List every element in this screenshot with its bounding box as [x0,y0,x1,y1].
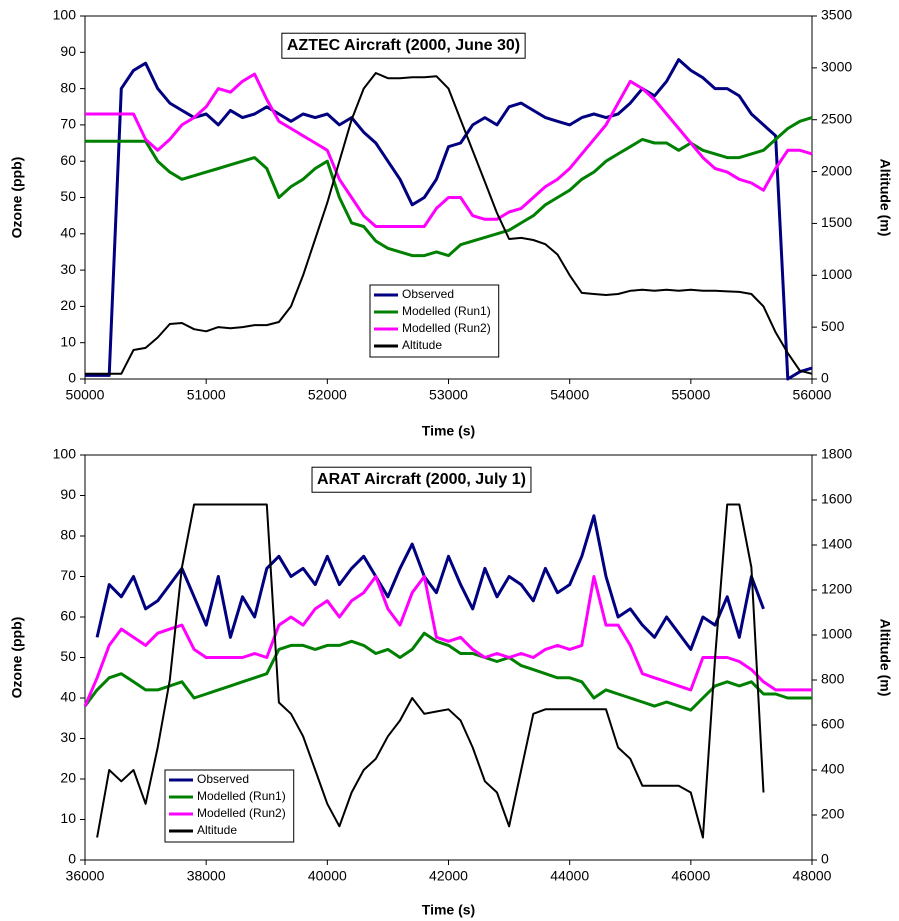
chart-title: AZTEC Aircraft (2000, June 30) [287,37,520,54]
y-tick-label: 40 [60,225,76,241]
x-tick-label: 54000 [550,387,589,403]
y2-axis-label: Altitude (m) [877,159,893,237]
y2-tick-label: 1500 [821,214,852,230]
y-tick-label: 60 [60,608,76,624]
y-tick-label: 50 [60,648,76,664]
y2-tick-label: 800 [821,671,845,687]
y2-tick-label: 2500 [821,110,852,126]
x-tick-label: 56000 [793,387,832,403]
y-tick-label: 30 [60,261,76,277]
y-tick-label: 10 [60,810,76,826]
y-tick-label: 40 [60,689,76,705]
y-tick-label: 70 [60,116,76,132]
y-tick-label: 20 [60,297,76,313]
y2-tick-label: 600 [821,716,845,732]
x-tick-label: 55000 [671,387,710,403]
y-tick-label: 0 [68,370,76,386]
x-tick-label: 42000 [429,868,468,884]
y-tick-label: 0 [68,851,76,867]
series-line [85,116,813,258]
legend-label: Observed [197,772,249,786]
title-box [311,466,532,493]
series-line [85,72,813,228]
series-line [83,631,812,712]
y-tick-label: 50 [60,188,76,204]
y2-tick-label: 1400 [821,536,852,552]
y2-tick-label: 0 [821,851,829,867]
x-axis-label: Time (s) [422,902,475,918]
y2-tick-label: 400 [821,761,845,777]
y-tick-label: 60 [60,152,76,168]
y2-tick-label: 3500 [821,7,852,23]
series-line [85,58,813,381]
y2-tick-label: 1000 [821,626,852,642]
y2-tick-label: 1600 [821,491,852,507]
title-box [281,32,526,59]
y2-tick-label: 500 [821,318,845,334]
x-tick-label: 52000 [308,387,347,403]
y-tick-label: 90 [60,43,76,59]
y2-tick-label: 0 [821,370,829,386]
y2-tick-label: 3000 [821,59,852,75]
legend-label: Modelled (Run2) [402,321,491,335]
x-tick-label: 40000 [308,868,347,884]
x-axis-label: Time (s) [422,423,475,439]
y-tick-label: 20 [60,770,76,786]
series-line [96,503,765,839]
x-tick-label: 44000 [550,868,589,884]
legend-label: Observed [402,287,454,301]
y2-tick-label: 1200 [821,581,852,597]
legend-label: Modelled (Run2) [197,806,286,820]
legend-label: Modelled (Run1) [197,789,286,803]
y2-tick-label: 1000 [821,266,852,282]
y-tick-label: 90 [60,486,76,502]
y-tick-label: 70 [60,567,76,583]
legend-label: Altitude [197,823,237,837]
series-line [85,72,813,375]
y-tick-label: 10 [60,333,76,349]
y-axis-label: Ozone (ppb) [9,617,25,699]
x-tick-label: 51000 [187,387,226,403]
legend-label: Altitude [402,338,442,352]
series-line [83,575,812,707]
y-tick-label: 30 [60,729,76,745]
x-tick-label: 38000 [187,868,226,884]
x-tick-label: 53000 [429,387,468,403]
y-tick-label: 100 [53,7,77,23]
y2-tick-label: 200 [821,806,845,822]
y-tick-label: 100 [53,446,77,462]
y-tick-label: 80 [60,79,76,95]
legend-label: Modelled (Run1) [402,304,491,318]
y2-tick-label: 2000 [821,162,852,178]
x-tick-label: 36000 [66,868,105,884]
x-tick-label: 48000 [793,868,832,884]
y-axis-label: Ozone (ppb) [9,157,25,239]
y2-tick-label: 1800 [821,446,852,462]
y-tick-label: 80 [60,527,76,543]
series-line [95,514,765,651]
y2-axis-label: Altitude (m) [877,619,893,697]
x-tick-label: 46000 [671,868,710,884]
chart-title: ARAT Aircraft (2000, July 1) [317,471,526,488]
x-tick-label: 50000 [66,387,105,403]
